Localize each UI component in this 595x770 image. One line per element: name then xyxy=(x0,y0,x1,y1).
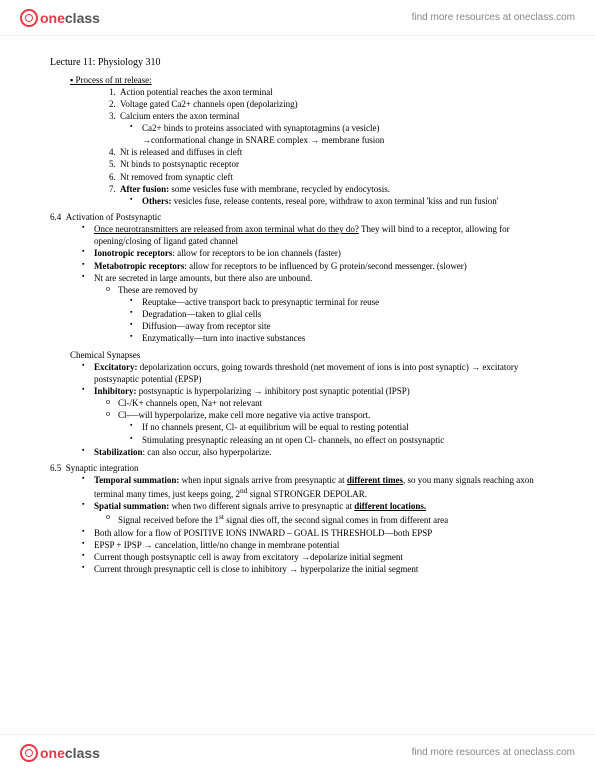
list-item: Degradation—taken to glial cells xyxy=(142,308,545,320)
list-item: Inhibitory: postsynaptic is hyperpolariz… xyxy=(94,385,545,446)
list-item: Nt binds to postsynaptic receptor xyxy=(118,158,545,170)
list-item: Signal received before the 1st signal di… xyxy=(118,512,545,526)
list-item: After fusion: some vesicles fuse with me… xyxy=(118,183,545,195)
header: oneclass find more resources at oneclass… xyxy=(0,0,595,36)
list-item: EPSP + IPSP → cancelation, little/no cha… xyxy=(94,539,545,551)
list-item: These are removed by Reuptake—active tra… xyxy=(118,284,545,345)
list-item: Calcium enters the axon terminal xyxy=(118,110,545,122)
logo-circle-icon xyxy=(20,9,38,27)
list-item: Cl-—will hyperpolarize, make cell more n… xyxy=(118,409,545,445)
list-item: Nt removed from synaptic cleft xyxy=(118,171,545,183)
chemical-synapses-head: Chemical Synapses xyxy=(70,349,545,361)
list-item: Voltage gated Ca2+ channels open (depola… xyxy=(118,98,545,110)
list-item: Spatial summation: when two different si… xyxy=(94,500,545,526)
list-item: Once neurotransmitters are released from… xyxy=(94,223,545,247)
list-item: Stabilization: can also occur, also hype… xyxy=(94,446,545,458)
list-item: Both allow for a flow of POSITIVE IONS I… xyxy=(94,527,545,539)
list-item: Cl-/K+ channels open, Na+ not relevant xyxy=(118,397,545,409)
process-list: Action potential reaches the axon termin… xyxy=(118,86,545,122)
list-item: Current though postsynaptic cell is away… xyxy=(94,551,545,563)
list-item: Current through presynaptic cell is clos… xyxy=(94,563,545,575)
section-6-5: 6.5 Synaptic integration xyxy=(50,462,545,474)
list-item: Others: vesicles fuse, release contents,… xyxy=(142,195,545,207)
logo-footer: oneclass xyxy=(20,744,100,762)
list-item: Nt are secreted in large amounts, but th… xyxy=(94,272,545,345)
chemical-list: Excitatory: depolarization occurs, going… xyxy=(94,361,545,458)
list-item: Stimulating presynaptic releasing an nt … xyxy=(142,434,545,446)
activation-list: Once neurotransmitters are released from… xyxy=(94,223,545,344)
find-resources-link-footer[interactable]: find more resources at oneclass.com xyxy=(412,747,575,758)
list-item: Action potential reaches the axon termin… xyxy=(118,86,545,98)
list-item: If no channels present, Cl- at equilibri… xyxy=(142,421,545,433)
section-process-head: ▪ Process of nt release: xyxy=(70,74,545,86)
list-item: Temporal summation: when input signals a… xyxy=(94,474,545,500)
list-item: Enzymatically—turn into inactive substan… xyxy=(142,332,545,344)
logo-text: oneclass xyxy=(40,745,100,761)
list-item: Metabotropic receptors: allow for recept… xyxy=(94,260,545,272)
logo-text: oneclass xyxy=(40,10,100,26)
list-item: Diffusion—away from receptor site xyxy=(142,320,545,332)
integration-list: Temporal summation: when input signals a… xyxy=(94,474,545,575)
list-item: Reuptake—active transport back to presyn… xyxy=(142,296,545,308)
logo-circle-icon xyxy=(20,744,38,762)
list-item: Nt is released and diffuses in cleft xyxy=(118,146,545,158)
list-item: Ca2+ binds to proteins associated with s… xyxy=(142,122,545,146)
list-item: Excitatory: depolarization occurs, going… xyxy=(94,361,545,385)
find-resources-link[interactable]: find more resources at oneclass.com xyxy=(412,12,575,23)
section-6-4: 6.4 Activation of Postsynaptic xyxy=(50,211,545,223)
logo: oneclass xyxy=(20,9,100,27)
document-body: Lecture 11: Physiology 310 ▪ Process of … xyxy=(0,36,595,585)
footer: oneclass find more resources at oneclass… xyxy=(0,734,595,770)
lecture-title: Lecture 11: Physiology 310 xyxy=(50,56,545,70)
list-item: Ionotropic receptors: allow for receptor… xyxy=(94,247,545,259)
process-list-cont: Nt is released and diffuses in cleft Nt … xyxy=(118,146,545,195)
